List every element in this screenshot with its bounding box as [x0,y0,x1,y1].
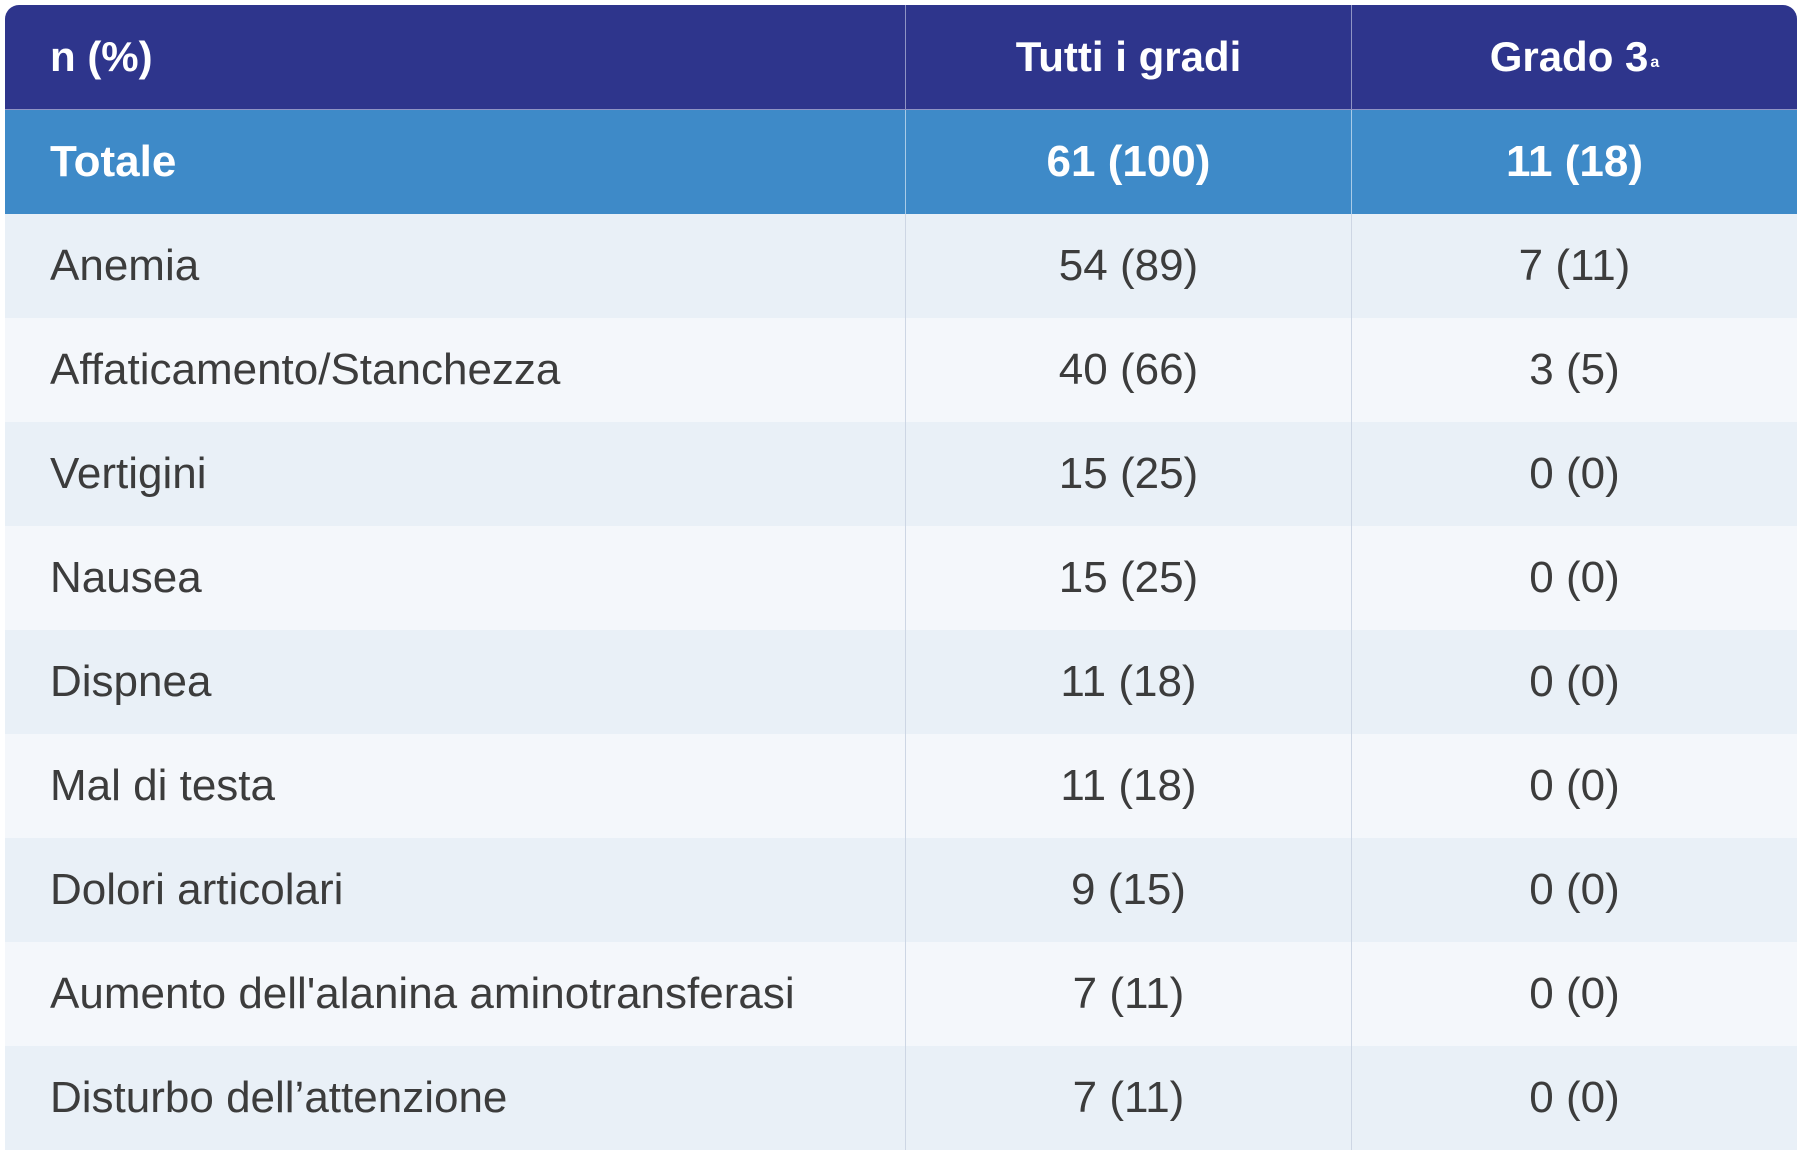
footnote-marker: a [1650,54,1660,71]
row-all-grades: 11 (18) [905,630,1351,734]
row-all-grades: 11 (18) [905,734,1351,838]
row-grade-3: 0 (0) [1351,734,1797,838]
row-all-grades: 54 (89) [905,214,1351,318]
row-grade-3: 0 (0) [1351,1046,1797,1150]
row-grade-3: 0 (0) [1351,526,1797,630]
row-all-grades: 15 (25) [905,526,1351,630]
total-label: Totale [50,137,177,186]
row-label: Nausea [50,553,202,602]
table-row: Affaticamento/Stanchezza 40 (66) 3 (5) [5,318,1797,422]
table-row: Aumento dell'alanina aminotransferasi 7 … [5,942,1797,1046]
table-row: Disturbo dell’attenzione 7 (11) 0 (0) [5,1046,1797,1150]
row-grade-3: 0 (0) [1351,942,1797,1046]
row-all-grades: 15 (25) [905,422,1351,526]
row-label: Mal di testa [50,761,275,810]
row-label: Affaticamento/Stanchezza [50,345,561,394]
row-grade-3: 7 (11) [1351,214,1797,318]
row-grade-3: 3 (5) [1351,318,1797,422]
table-row: Vertigini 15 (25) 0 (0) [5,422,1797,526]
table-row: Mal di testa 11 (18) 0 (0) [5,734,1797,838]
row-label: Dolori articolari [50,865,344,914]
table-row: Anemia 54 (89) 7 (11) [5,214,1797,318]
table-row: Dolori articolari 9 (15) 0 (0) [5,838,1797,942]
row-grade-3: 0 (0) [1351,838,1797,942]
header-all-grades: Tutti i gradi [905,5,1351,109]
row-label: Disturbo dell’attenzione [50,1073,508,1122]
total-grade-3: 11 (18) [1351,110,1797,214]
row-grade-3: 0 (0) [1351,422,1797,526]
total-all-grades: 61 (100) [905,110,1351,214]
row-label: Aumento dell'alanina aminotransferasi [50,969,795,1018]
header-grade-3-label: Grado 3 [1489,33,1649,80]
row-label: Dispnea [50,657,212,706]
row-grade-3: 0 (0) [1351,630,1797,734]
total-row: Totale 61 (100) 11 (18) [5,110,1797,214]
header-n-percent: n (%) [50,33,153,80]
table-row: Nausea 15 (25) 0 (0) [5,526,1797,630]
row-label: Anemia [50,241,200,290]
row-all-grades: 7 (11) [905,1046,1351,1150]
row-all-grades: 7 (11) [905,942,1351,1046]
table-row: Dispnea 11 (18) 0 (0) [5,630,1797,734]
row-all-grades: 40 (66) [905,318,1351,422]
row-all-grades: 9 (15) [905,838,1351,942]
row-label: Vertigini [50,449,207,498]
